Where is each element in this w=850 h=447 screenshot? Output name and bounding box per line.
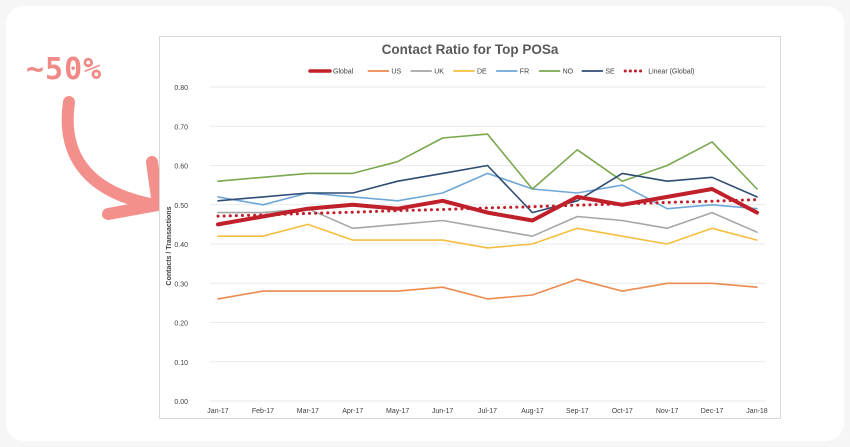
x-tick-label: Mar-17 — [297, 408, 319, 415]
y-tick-label: 0.30 — [174, 281, 188, 288]
chart-container: Contact Ratio for Top POSa Global US UK DE F… — [159, 36, 781, 419]
y-axis: 0.00 0.10 0.20 0.30 0.40 0.50 0.60 0.70 0.80 — [174, 85, 188, 406]
legend-label: SE — [605, 69, 615, 76]
legend-label: NO — [563, 69, 574, 76]
y-tick-label: 0.10 — [174, 360, 188, 367]
chart-title: Contact Ratio for Top POSa — [382, 42, 559, 57]
line-chart: Contact Ratio for Top POSa Global US UK DE F… — [166, 42, 768, 415]
y-tick-label: 0.40 — [174, 242, 188, 249]
series-line-global — [216, 187, 759, 227]
chart-gridlines — [210, 86, 765, 402]
legend-item: Linear (Global) — [623, 69, 695, 76]
x-axis: Jan-17 Feb-17 Mar-17 Apr-17 May-17 Jun-17 Jul-… — [207, 408, 768, 415]
series-line-de — [217, 223, 758, 249]
y-tick-label: 0.50 — [174, 203, 188, 210]
legend-item: NO — [538, 69, 574, 76]
x-tick-label: Feb-17 — [252, 408, 274, 415]
legend-label: FR — [520, 69, 529, 76]
y-axis-label: Contacts / Transactions — [166, 206, 173, 285]
x-tick-label: Jan-18 — [746, 408, 768, 415]
legend-label: US — [391, 69, 401, 76]
arrow-curve — [61, 96, 156, 210]
arrow-head — [102, 156, 164, 220]
x-tick-label: Sep-17 — [566, 408, 589, 415]
legend-item: SE — [581, 69, 615, 76]
series-line-se — [217, 164, 758, 214]
legend-item: UK — [410, 69, 444, 76]
legend-item: US — [367, 69, 401, 76]
series-line-linear-global — [216, 198, 759, 218]
chart-series — [216, 133, 759, 300]
legend-label: Linear (Global) — [648, 69, 694, 76]
x-tick-label: Jan-17 — [207, 408, 229, 415]
legend-item: FR — [495, 69, 529, 76]
chart-legend: Global US UK DE FR NO SE Linear (Global) — [308, 69, 695, 76]
callout-label: ~50% — [26, 52, 103, 87]
series-line-no — [217, 133, 758, 190]
legend-item: DE — [453, 69, 487, 76]
y-tick-label: 0.80 — [174, 85, 188, 92]
series-line-us — [217, 278, 758, 300]
x-tick-label: Jun-17 — [432, 408, 454, 415]
legend-item: Global — [308, 69, 354, 76]
x-tick-label: May-17 — [386, 408, 409, 415]
y-tick-label: 0.00 — [174, 399, 188, 406]
x-tick-label: Oct-17 — [612, 408, 633, 415]
legend-label: UK — [434, 69, 444, 76]
y-tick-label: 0.20 — [174, 321, 188, 328]
x-tick-label: Apr-17 — [342, 408, 363, 415]
legend-label: Global — [333, 69, 354, 76]
x-tick-label: Jul-17 — [478, 408, 497, 415]
x-tick-label: Nov-17 — [656, 408, 679, 415]
y-tick-label: 0.70 — [174, 124, 188, 131]
legend-label: DE — [477, 69, 487, 76]
x-tick-label: Aug-17 — [521, 408, 544, 415]
y-tick-label: 0.60 — [174, 164, 188, 171]
x-tick-label: Dec-17 — [701, 408, 724, 415]
